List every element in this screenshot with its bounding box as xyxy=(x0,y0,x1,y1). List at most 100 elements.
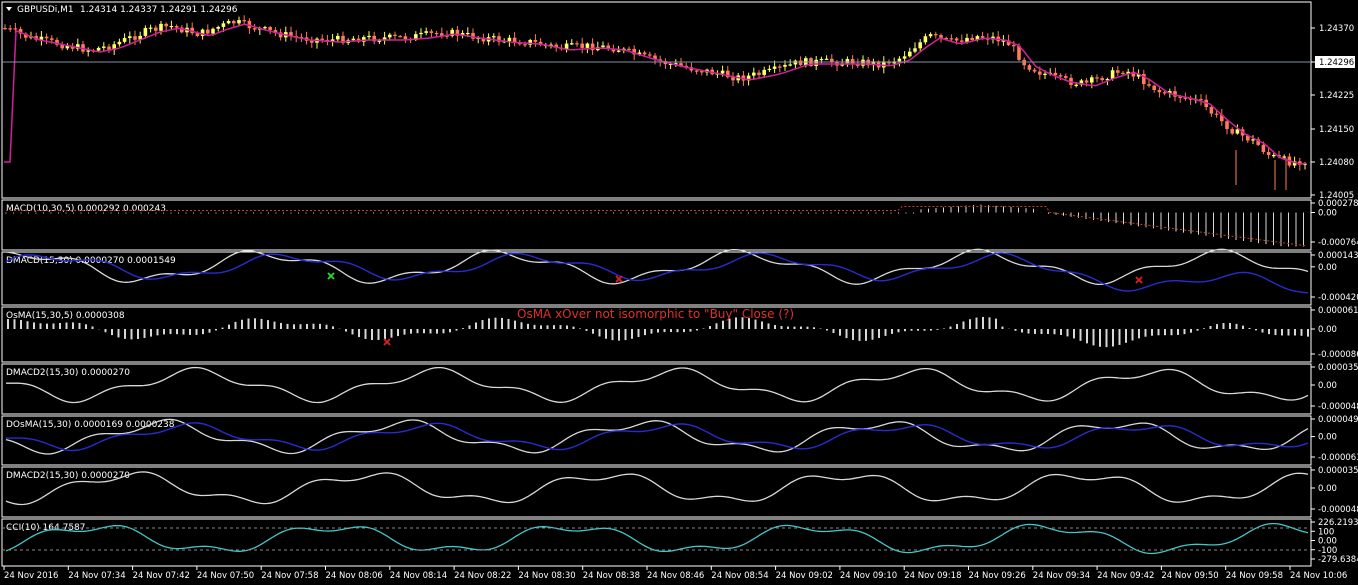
candle xyxy=(726,65,730,79)
candle xyxy=(1266,147,1271,159)
candle xyxy=(1272,152,1276,158)
indicator-panel-dmacd2b[interactable]: DMACD2(15,30) 0.0000270 xyxy=(5,471,1309,506)
indicator-panel-dosma[interactable]: DOsMA(15,30) 0.0000169 0.0000238 xyxy=(5,418,1309,455)
candle xyxy=(1256,136,1260,147)
time-tick-label: 24 Nov 08:46 xyxy=(647,571,704,581)
signal-marker-icon xyxy=(615,275,623,283)
time-tick-label: 24 Nov 07:50 xyxy=(197,571,254,581)
candle xyxy=(1188,95,1193,105)
candle xyxy=(96,46,101,52)
candle xyxy=(325,35,330,46)
indicator-line xyxy=(5,471,1309,506)
candle xyxy=(585,42,590,54)
indicator-tick-label: -0.000420 xyxy=(1318,293,1358,303)
ohlc-values: 1.24314 1.24337 1.24291 1.24296 xyxy=(80,5,238,15)
candle xyxy=(403,32,408,43)
indicator-panel-osma[interactable]: OsMA(15,30,5) 0.0000308 xyxy=(6,311,1309,348)
candle xyxy=(1230,127,1234,136)
price-panel-frame xyxy=(1,1,1312,199)
indicator-panel-dmacd2a[interactable]: DMACD2(15,30) 0.0000270 xyxy=(6,366,1309,404)
price-tick-label: 1.24150 xyxy=(1319,125,1354,135)
candle xyxy=(814,55,818,71)
price-tick-label: 1.24080 xyxy=(1319,158,1354,168)
indicator-panel-frame xyxy=(1,199,1312,251)
candle xyxy=(112,41,116,56)
candle xyxy=(76,38,80,51)
candle xyxy=(767,65,772,73)
candle xyxy=(372,31,376,45)
candle xyxy=(991,32,995,44)
indicator-panel-cci[interactable]: CCI(10) 164.7587 xyxy=(2,522,1311,555)
candle xyxy=(497,32,501,46)
signal-marker-icon xyxy=(383,338,391,346)
indicator-panel-frame xyxy=(1,306,1312,363)
candle xyxy=(1209,104,1214,117)
candle xyxy=(1282,154,1286,160)
candle xyxy=(788,59,792,67)
indicator-tick-label: -100 xyxy=(1318,546,1337,556)
indicator-panel-macd[interactable]: MACD(10,30,5) 0.000292 0.000243 xyxy=(5,204,1307,247)
candle xyxy=(107,43,111,54)
indicator-tick-label: 0.000035 xyxy=(1318,363,1358,373)
time-tick-label: 24 Nov 09:10 xyxy=(840,571,897,581)
candle xyxy=(674,59,678,67)
indicator-tick-label: 0.00 xyxy=(1318,484,1337,494)
candle xyxy=(315,37,319,49)
indicator-label: DMACD(15,30) 0.0000270 0.0001549 xyxy=(6,256,176,266)
candle xyxy=(39,30,44,46)
candle xyxy=(1058,73,1063,81)
indicator-tick-label: 0.00 xyxy=(1318,433,1337,443)
candle xyxy=(798,56,803,66)
indicator-tick-label: 0.000143 xyxy=(1318,251,1358,261)
candle xyxy=(450,27,454,38)
candle xyxy=(564,40,569,53)
time-tick-label: 24 Nov 08:22 xyxy=(454,571,511,581)
time-tick-label: 24 Nov 09:18 xyxy=(904,571,961,581)
candle xyxy=(710,67,714,76)
candle xyxy=(684,62,688,70)
candle xyxy=(512,32,517,47)
candle xyxy=(310,36,314,48)
candle xyxy=(908,47,912,58)
indicator-tick-label: -0.000764 xyxy=(1318,238,1358,248)
time-tick-label: 24 Nov 09:34 xyxy=(1033,571,1090,581)
candle xyxy=(304,31,309,45)
candle xyxy=(824,55,829,61)
candle xyxy=(1235,124,1240,135)
candle xyxy=(1251,135,1255,145)
candle xyxy=(460,30,465,39)
candle xyxy=(580,37,584,54)
current-price-box xyxy=(1315,56,1355,68)
indicator-label: DOsMA(15,30) 0.0000169 0.0000238 xyxy=(6,420,175,430)
candle xyxy=(382,31,387,45)
candle xyxy=(34,32,38,42)
candle xyxy=(424,27,428,36)
time-tick-label: 24 Nov 08:30 xyxy=(518,571,575,581)
candle xyxy=(232,19,236,27)
indicator-tick-label: -279.6384 xyxy=(1318,555,1358,565)
price-chart-panel[interactable] xyxy=(2,15,1311,190)
indicator-tick-label: 0.000035 xyxy=(1318,466,1358,476)
indicator-tick-label: 0.000049 xyxy=(1318,415,1358,425)
candle xyxy=(1157,87,1162,98)
price-tick-label: 1.24225 xyxy=(1319,91,1354,101)
candle xyxy=(138,31,142,44)
menu-triangle-icon[interactable] xyxy=(6,7,12,11)
candle xyxy=(492,33,496,43)
indicator-label: DMACD2(15,30) 0.0000270 xyxy=(6,471,130,481)
indicator-tick-label: -0.000063 xyxy=(1318,453,1358,463)
indicator-tick-label: 0.000278 xyxy=(1318,199,1358,209)
candle xyxy=(356,35,361,43)
indicator-tick-label: 0.00 xyxy=(1318,325,1337,335)
candle xyxy=(148,24,153,33)
indicator-panel-dmacd[interactable]: DMACD(15,30) 0.0000270 0.0001549 xyxy=(5,248,1309,294)
candle xyxy=(154,25,158,37)
candle xyxy=(268,25,272,35)
candle xyxy=(237,16,241,27)
signal-line xyxy=(5,422,1309,452)
price-tick-label: 1.24296 xyxy=(1319,58,1354,68)
indicator-panel-frame xyxy=(1,415,1312,466)
candle xyxy=(575,40,579,47)
candle xyxy=(206,24,210,36)
